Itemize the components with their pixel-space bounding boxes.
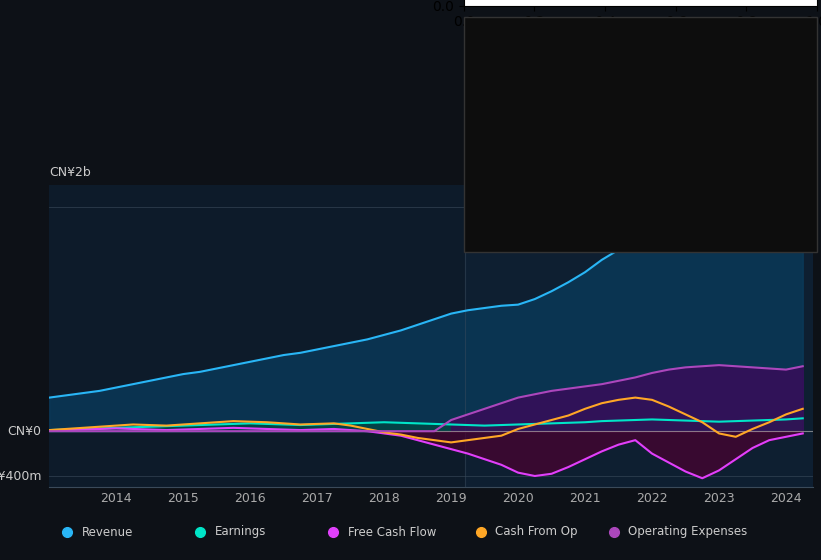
Text: Cash From Op: Cash From Op	[496, 525, 578, 539]
Text: CN¥2b: CN¥2b	[49, 166, 91, 179]
Text: /yr: /yr	[733, 69, 750, 82]
Text: Operating Expenses: Operating Expenses	[481, 218, 600, 231]
Text: Free Cash Flow: Free Cash Flow	[348, 525, 436, 539]
Text: Revenue: Revenue	[481, 69, 533, 82]
Text: Free Cash Flow: Free Cash Flow	[481, 155, 570, 167]
Text: CN¥255.769m: CN¥255.769m	[645, 155, 738, 167]
Text: Mar 31 2024: Mar 31 2024	[481, 39, 580, 53]
Text: /yr: /yr	[753, 155, 768, 167]
Text: -CN¥400m: -CN¥400m	[0, 469, 42, 483]
Text: CN¥0: CN¥0	[7, 424, 42, 438]
Text: CN¥1.652b: CN¥1.652b	[645, 69, 718, 82]
Text: /yr: /yr	[753, 186, 768, 199]
Text: CN¥596.383m: CN¥596.383m	[645, 218, 738, 231]
Text: Operating Expenses: Operating Expenses	[629, 525, 748, 539]
Text: Cash From Op: Cash From Op	[481, 186, 564, 199]
Text: /yr: /yr	[753, 218, 768, 231]
Text: /yr: /yr	[753, 101, 768, 114]
Text: Earnings: Earnings	[481, 101, 533, 114]
Text: profit margin: profit margin	[685, 123, 765, 136]
Text: Earnings: Earnings	[215, 525, 266, 539]
Text: 6.8%: 6.8%	[645, 123, 678, 136]
Text: CN¥312.806m: CN¥312.806m	[645, 186, 738, 199]
Text: CN¥112.801m: CN¥112.801m	[645, 101, 738, 114]
Bar	[465, 185, 813, 487]
Text: Revenue: Revenue	[82, 525, 133, 539]
